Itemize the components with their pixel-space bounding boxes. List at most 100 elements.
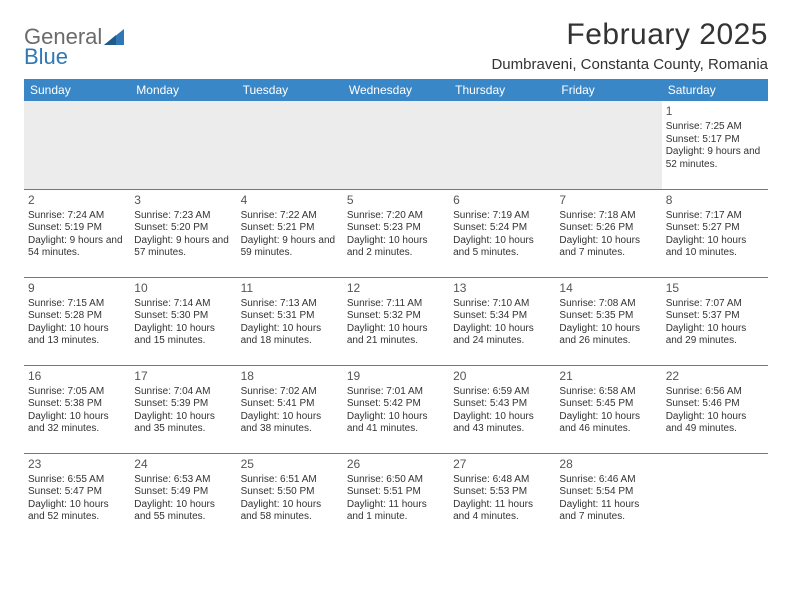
calendar-cell: 2Sunrise: 7:24 AMSunset: 5:19 PMDaylight… [24, 189, 130, 277]
day-number: 24 [134, 457, 232, 472]
calendar-cell [343, 101, 449, 189]
sunset-text: Sunset: 5:19 PM [28, 222, 126, 235]
day-number: 27 [453, 457, 551, 472]
daylight-text: Daylight: 10 hours and 43 minutes. [453, 411, 551, 436]
calendar-cell: 17Sunrise: 7:04 AMSunset: 5:39 PMDayligh… [130, 365, 236, 453]
calendar-cell: 24Sunrise: 6:53 AMSunset: 5:49 PMDayligh… [130, 453, 236, 541]
daylight-text: Daylight: 10 hours and 21 minutes. [347, 323, 445, 348]
sunset-text: Sunset: 5:45 PM [559, 398, 657, 411]
calendar-cell: 26 Sunrise: 6:50 AMSunset: 5:51 PMDayligh… [343, 453, 449, 541]
day-number: 17 [134, 369, 232, 384]
calendar-week-row: 9 Sunrise: 7:15 AMSunset: 5:28 PM Daylight… [24, 277, 768, 365]
calendar-week-row: 16Sunrise: 7:05 AMSunset: 5:38 PMDayligh… [24, 365, 768, 453]
daylight-text: Daylight: 11 hours and 7 minutes. [559, 499, 657, 524]
daylight-text: Daylight: 11 hours and 1 minute. [347, 499, 445, 524]
day-number: 5 [347, 193, 445, 208]
calendar-cell: 23Sunrise: 6:55 AMSunset: 5:47 PMDayligh… [24, 453, 130, 541]
sunrise-text: Sunrise: 7:14 AM [134, 298, 232, 311]
sunrise-text: Sunrise: 6:56 AM [666, 386, 764, 399]
calendar-cell: 11Sunrise: 7:13 AMSunset: 5:31 PMDayligh… [237, 277, 343, 365]
calendar-page: General February 2025 Dumbraveni, Consta… [0, 0, 792, 549]
sunrise-text: Sunrise: 6:48 AM [453, 474, 551, 487]
logo-triangle-icon [104, 29, 124, 45]
day-number: 25 [241, 457, 339, 472]
calendar-week-row: 1Sunrise: 7:25 AMSunset: 5:17 PMDaylight… [24, 101, 768, 189]
day-number: 3 [134, 193, 232, 208]
day-number: 7 [559, 193, 657, 208]
calendar-cell: 22 Sunrise: 6:56 AMSunset: 5:46 PMDayligh… [662, 365, 768, 453]
day-header: Monday [130, 79, 236, 101]
day-number: 9 [28, 281, 126, 296]
calendar-table: Sunday Monday Tuesday Wednesday Thursday… [24, 79, 768, 541]
sunrise-text: Sunrise: 7:20 AM [347, 210, 445, 223]
calendar-cell [662, 453, 768, 541]
day-number: 11 [241, 281, 339, 296]
daylight-text: Daylight: 10 hours and 58 minutes. [241, 499, 339, 524]
sunrise-text: Sunrise: 7:15 AM [28, 298, 126, 311]
daylight-text: Daylight: 10 hours and 49 minutes. [666, 411, 764, 436]
calendar-cell: 19Sunrise: 7:01 AMSunset: 5:42 PMDayligh… [343, 365, 449, 453]
day-header: Thursday [449, 79, 555, 101]
sunrise-text: Sunrise: 6:50 AM [347, 474, 445, 487]
sunset-text: Sunset: 5:49 PM [134, 486, 232, 499]
sunset-text: Sunset: 5:46 PM [666, 398, 764, 411]
daylight-text: Daylight: 9 hours and 54 minutes. [28, 235, 126, 260]
sunrise-text: Sunrise: 7:13 AM [241, 298, 339, 311]
sunrise-text: Sunrise: 6:58 AM [559, 386, 657, 399]
day-number: 4 [241, 193, 339, 208]
sunset-text: Sunset: 5:34 PM [453, 310, 551, 323]
calendar-cell: 15Sunrise: 7:07 AMSunset: 5:37 PMDayligh… [662, 277, 768, 365]
sunset-text: Sunset: 5:47 PM [28, 486, 126, 499]
sunrise-text: Sunrise: 6:59 AM [453, 386, 551, 399]
daylight-text: Daylight: 11 hours and 4 minutes. [453, 499, 551, 524]
day-number: 18 [241, 369, 339, 384]
daylight-text: Daylight: 10 hours and 7 minutes. [559, 235, 657, 260]
calendar-header-row: Sunday Monday Tuesday Wednesday Thursday… [24, 79, 768, 101]
sunset-text: Sunset: 5:26 PM [559, 222, 657, 235]
sunset-text: Sunset: 5:28 PM [28, 310, 126, 323]
sunset-text: Sunset: 5:35 PM [559, 310, 657, 323]
sunrise-text: Sunrise: 6:53 AM [134, 474, 232, 487]
daylight-text: Daylight: 10 hours and 29 minutes. [666, 323, 764, 348]
daylight-text: Daylight: 10 hours and 5 minutes. [453, 235, 551, 260]
sunset-text: Sunset: 5:51 PM [347, 486, 445, 499]
page-header: General February 2025 Dumbraveni, Consta… [24, 18, 768, 73]
calendar-cell: 27Sunrise: 6:48 AMSunset: 5:53 PMDayligh… [449, 453, 555, 541]
sunset-text: Sunset: 5:30 PM [134, 310, 232, 323]
sunrise-text: Sunrise: 7:18 AM [559, 210, 657, 223]
daylight-text: Daylight: 9 hours and 57 minutes. [134, 235, 232, 260]
sunset-text: Sunset: 5:41 PM [241, 398, 339, 411]
daylight-text: Daylight: 10 hours and 15 minutes. [134, 323, 232, 348]
daylight-text: Daylight: 10 hours and 24 minutes. [453, 323, 551, 348]
sunrise-text: Sunrise: 7:19 AM [453, 210, 551, 223]
calendar-body: 1Sunrise: 7:25 AMSunset: 5:17 PMDaylight… [24, 101, 768, 541]
sunrise-text: Sunrise: 7:10 AM [453, 298, 551, 311]
calendar-week-row: 23Sunrise: 6:55 AMSunset: 5:47 PMDayligh… [24, 453, 768, 541]
sunset-text: Sunset: 5:43 PM [453, 398, 551, 411]
calendar-cell: 18 Sunrise: 7:02 AMSunset: 5:41 PMDayligh… [237, 365, 343, 453]
day-number: 22 [666, 369, 764, 384]
daylight-text: Daylight: 10 hours and 32 minutes. [28, 411, 126, 436]
sunset-text: Sunset: 5:31 PM [241, 310, 339, 323]
daylight-text: Daylight: 10 hours and 2 minutes. [347, 235, 445, 260]
calendar-cell: 10Sunrise: 7:14 AMSunset: 5:30 PMDayligh… [130, 277, 236, 365]
month-title: February 2025 [491, 18, 768, 52]
day-header: Saturday [662, 79, 768, 101]
calendar-cell: 9Sunrise: 7:15 AMSunset: 5:28 PMDaylight… [24, 277, 130, 365]
daylight-text: Daylight: 10 hours and 26 minutes. [559, 323, 657, 348]
sunrise-text: Sunrise: 7:02 AM [241, 386, 339, 399]
day-number: 2 [28, 193, 126, 208]
day-number: 20 [453, 369, 551, 384]
sunrise-text: Sunrise: 7:05 AM [28, 386, 126, 399]
daylight-text: Daylight: 10 hours and 38 minutes. [241, 411, 339, 436]
sunrise-text: Sunrise: 6:46 AM [559, 474, 657, 487]
day-header: Tuesday [237, 79, 343, 101]
day-number: 8 [666, 193, 764, 208]
location-text: Dumbraveni, Constanta County, Romania [491, 56, 768, 73]
calendar-cell: 28Sunrise: 6:46 AMSunset: 5:54 PMDayligh… [555, 453, 661, 541]
day-number: 16 [28, 369, 126, 384]
sunset-text: Sunset: 5:21 PM [241, 222, 339, 235]
day-number: 26 [347, 457, 445, 472]
calendar-cell: 5Sunrise: 7:20 AMSunset: 5:23 PMDaylight… [343, 189, 449, 277]
day-number: 13 [453, 281, 551, 296]
